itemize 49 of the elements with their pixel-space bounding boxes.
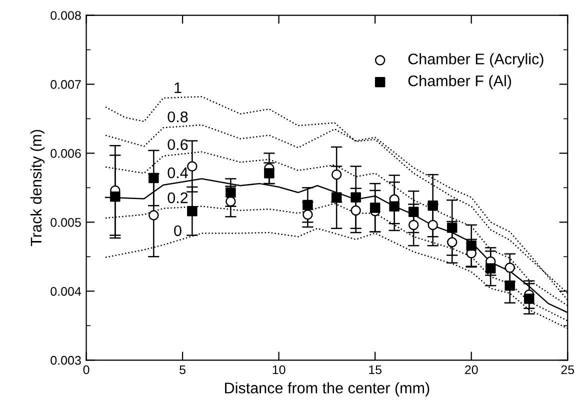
point (504, 280, 515, 291)
point (331, 192, 342, 202)
point (370, 202, 380, 213)
y-axis-title: Track density (m) (30, 130, 45, 246)
point (226, 187, 236, 198)
y-tick-label: 0.008 (50, 11, 81, 20)
point (350, 205, 361, 216)
x-tick-label: 25 (561, 365, 574, 374)
point (408, 220, 419, 230)
y-tick-label: 0.003 (50, 356, 81, 365)
point (148, 210, 159, 220)
y-tick-label: 0.004 (50, 286, 82, 296)
series-label: 0.6 (168, 139, 188, 150)
point (226, 196, 236, 207)
point (446, 237, 458, 248)
series-label: 0 (174, 225, 182, 236)
point (446, 222, 458, 233)
x-axis-title: Distance from the center (mm) (225, 382, 430, 396)
y-tick-label: 0.005 (50, 218, 81, 227)
legend-label: Chamber E (Acrylic) (408, 53, 544, 68)
point (466, 240, 476, 251)
point (504, 262, 515, 273)
series-label: 0.8 (168, 111, 188, 122)
point (302, 200, 313, 210)
point (389, 201, 400, 212)
x-tick-label: 10 (272, 365, 286, 374)
x-tick-label: 0 (83, 365, 90, 374)
point (331, 169, 342, 180)
point (187, 206, 198, 216)
point (302, 209, 313, 220)
series-label: 0.4 (168, 167, 188, 178)
point (408, 206, 419, 217)
point (428, 220, 438, 230)
x-tick-label: 5 (180, 365, 186, 374)
point (524, 294, 534, 304)
point (264, 168, 274, 178)
y-tick-label: 0.007 (50, 80, 81, 89)
point (428, 200, 438, 211)
x-tick-label: 15 (369, 365, 382, 374)
point (110, 192, 120, 202)
point (148, 172, 159, 184)
series-label: 0.2 (168, 192, 188, 204)
point (187, 161, 198, 172)
point (485, 263, 496, 274)
series-label: 1 (174, 82, 182, 93)
y-tick-label: 0.006 (50, 149, 81, 158)
x-tick-label: 20 (465, 365, 478, 374)
legend-label: Chamber F (Al) (408, 75, 512, 90)
point (350, 192, 361, 202)
